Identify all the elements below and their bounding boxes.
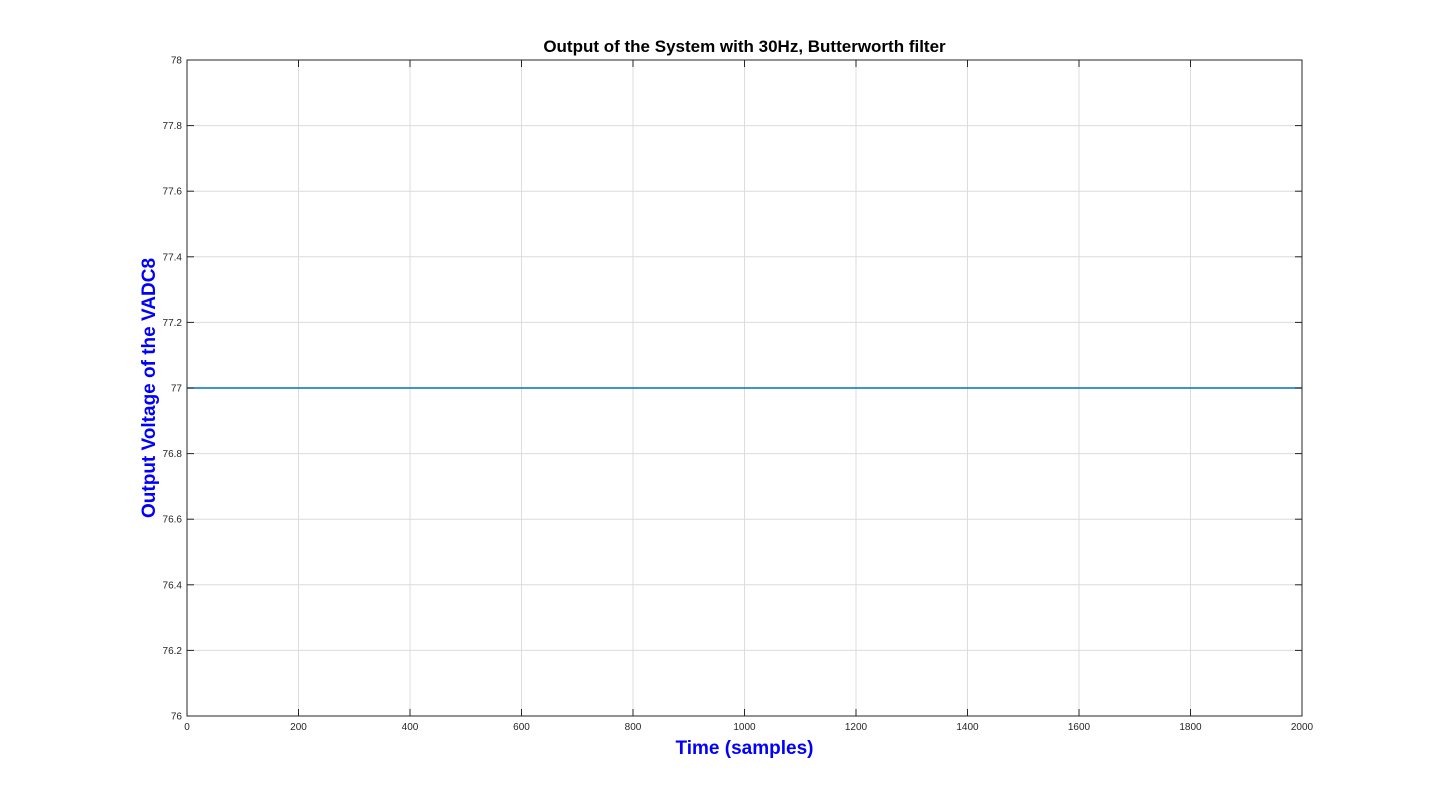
y-tick-label: 77.8	[163, 121, 183, 132]
y-tick-label: 77	[171, 384, 183, 395]
y-tick-label: 76.6	[163, 515, 183, 526]
x-tick-label: 1000	[733, 722, 756, 733]
x-tick-label: 2000	[1291, 722, 1314, 733]
chart-title: Output of the System with 30Hz, Butterwo…	[543, 37, 946, 56]
y-tick-label: 78	[171, 56, 183, 67]
y-axis-label: Output Voltage of the VADC8	[139, 258, 160, 518]
y-tick-label: 76.4	[163, 580, 183, 591]
y-tick-label: 76	[171, 712, 183, 723]
y-tick-label: 77.2	[163, 318, 183, 329]
x-axis-label: Time (samples)	[676, 738, 814, 759]
tick-layer	[186, 59, 1303, 717]
x-tick-label: 1200	[845, 722, 868, 733]
x-tick-label: 400	[402, 722, 419, 733]
x-tick-labels: 0 200 400 600 800 1000 1200 1400 1600 1800 2000	[184, 722, 1313, 733]
x-tick-label: 200	[290, 722, 307, 733]
x-tick-label: 1400	[956, 722, 979, 733]
y-tick-label: 77.4	[163, 252, 183, 263]
x-tick-label: 0	[184, 722, 190, 733]
y-tick-label: 76.2	[163, 646, 183, 657]
y-tick-labels: 76 76.2 76.4 76.6 76.8 77 77.2 77.4 77.6 77.8 78	[163, 56, 183, 723]
y-tick-label: 76.8	[163, 449, 183, 460]
x-tick-label: 800	[625, 722, 642, 733]
x-tick-label: 600	[513, 722, 530, 733]
x-tick-label: 1800	[1179, 722, 1202, 733]
x-tick-label: 1600	[1068, 722, 1091, 733]
y-tick-label: 77.6	[163, 187, 183, 198]
